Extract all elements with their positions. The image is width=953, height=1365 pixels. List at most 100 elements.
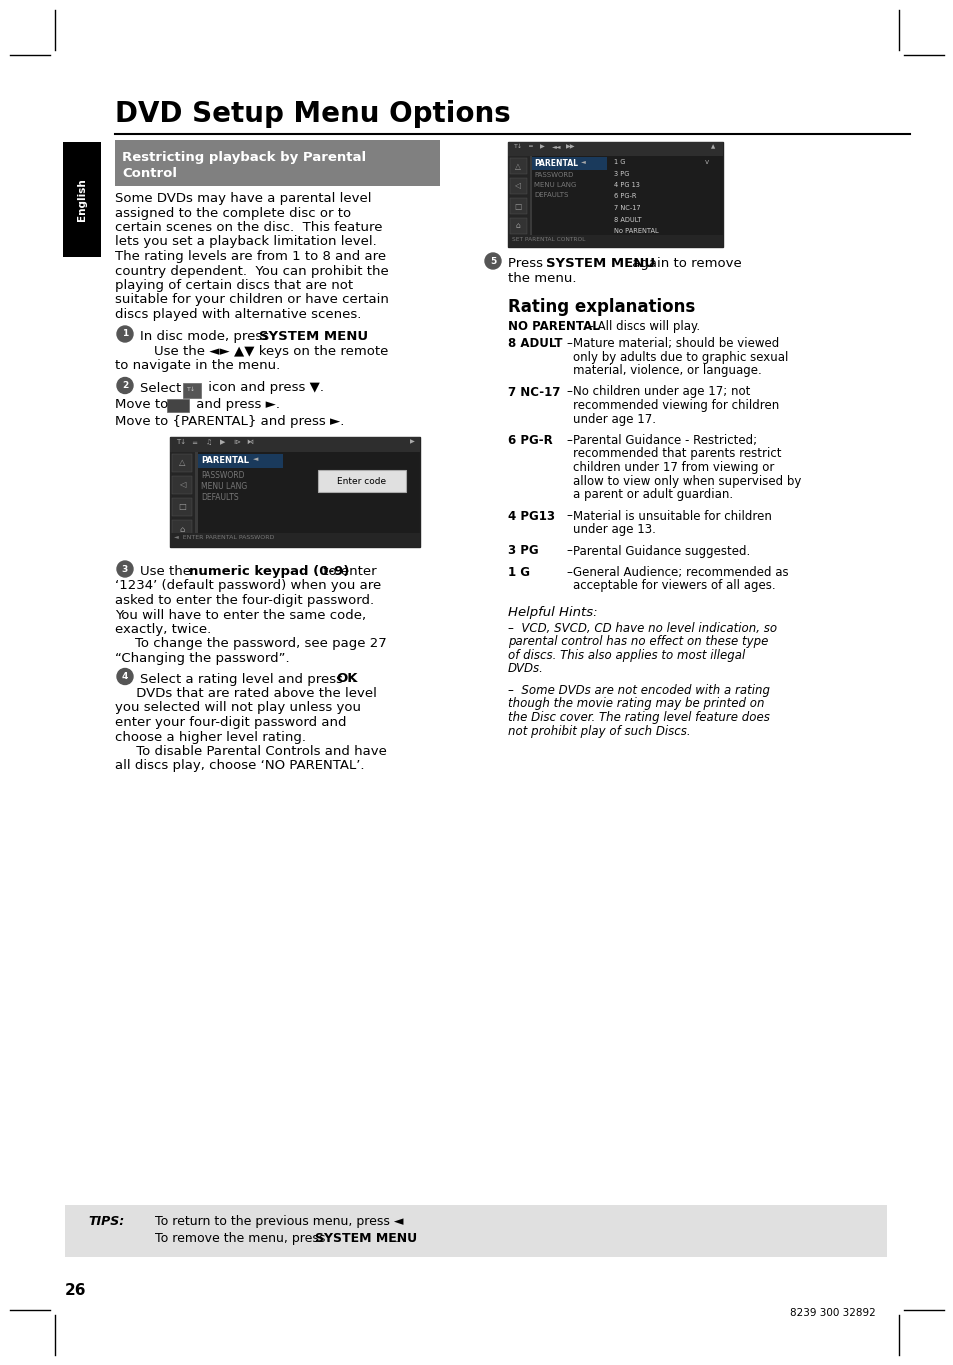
Text: SYSTEM MENU: SYSTEM MENU [545,257,655,270]
Text: Parental Guidance suggested.: Parental Guidance suggested. [573,545,749,557]
Text: DEFAULTS: DEFAULTS [534,192,568,198]
Text: The rating levels are from 1 to 8 and are: The rating levels are from 1 to 8 and ar… [115,250,386,263]
Text: Press: Press [507,257,547,270]
Text: Move to {PARENTAL} and press ►.: Move to {PARENTAL} and press ►. [115,415,344,427]
Text: .: . [395,1233,398,1245]
Text: 3 PG: 3 PG [507,545,538,557]
Text: again to remove: again to remove [627,257,741,270]
Text: No children under age 17; not: No children under age 17; not [573,385,750,399]
Text: To disable Parental Controls and have: To disable Parental Controls and have [115,745,387,758]
Text: certain scenes on the disc.  This feature: certain scenes on the disc. This feature [115,221,382,233]
Text: under age 13.: under age 13. [573,523,655,536]
Text: MENU LANG: MENU LANG [201,482,247,491]
Text: ◁: ◁ [515,182,520,191]
Text: Rating explanations: Rating explanations [507,298,695,317]
Text: to navigate in the menu.: to navigate in the menu. [115,359,280,373]
Bar [170,452,194,547]
Text: lets you set a playback limitation level.: lets you set a playback limitation level… [115,236,376,248]
Text: material, violence, or language.: material, violence, or language. [573,364,760,377]
Text: 1 G: 1 G [614,158,625,165]
Text: allow to view only when supervised by: allow to view only when supervised by [573,475,801,487]
Text: △: △ [515,161,520,171]
Text: a parent or adult guardian.: a parent or adult guardian. [573,489,732,501]
Text: .: . [338,330,343,343]
Text: General Audience; recommended as: General Audience; recommended as [573,566,788,579]
Bar [172,520,192,538]
Bar [65,1205,886,1257]
Text: ♫: ♫ [206,440,212,445]
Text: 8 ADULT: 8 ADULT [614,217,641,222]
Bar [507,156,530,247]
Text: OK: OK [335,673,357,685]
Text: –: – [565,434,571,446]
Text: numeric keypad (0-9): numeric keypad (0-9) [189,565,349,577]
Bar [317,470,406,491]
Text: and press ►.: and press ►. [192,399,280,411]
Text: Restricting playback by Parental: Restricting playback by Parental [122,152,366,164]
Text: 8 ADULT: 8 ADULT [507,337,562,349]
Text: –  Some DVDs are not encoded with a rating: – Some DVDs are not encoded with a ratin… [507,684,769,698]
Text: PARENTAL: PARENTAL [534,158,578,168]
Bar [170,532,419,547]
Text: Mature material; should be viewed: Mature material; should be viewed [573,337,779,349]
Bar [167,399,189,412]
Text: SYSTEM MENU: SYSTEM MENU [314,1233,416,1245]
Text: 1 G: 1 G [507,566,530,579]
Text: not prohibit play of such Discs.: not prohibit play of such Discs. [507,725,690,737]
Bar [172,498,192,516]
Text: In disc mode, press: In disc mode, press [140,330,274,343]
Bar [530,156,532,247]
Circle shape [117,326,132,343]
Text: ◄: ◄ [580,158,585,164]
Text: You will have to enter the same code,: You will have to enter the same code, [115,609,366,621]
Text: –: – [565,545,571,557]
Text: 6 PG-R: 6 PG-R [507,434,552,446]
Text: DVDs that are rated above the level: DVDs that are rated above the level [115,687,376,700]
Circle shape [117,669,132,684]
Text: ▲: ▲ [710,143,715,149]
Text: 26: 26 [65,1283,87,1298]
Text: 6 PG-R: 6 PG-R [614,194,636,199]
Text: the menu.: the menu. [507,272,576,284]
Text: – All discs will play.: – All discs will play. [587,319,700,333]
Text: v: v [704,158,708,165]
Text: parental control has no effect on these type: parental control has no effect on these … [507,636,767,648]
Text: to enter: to enter [318,565,376,577]
Text: –: – [565,509,571,523]
Bar [510,218,526,233]
Text: T↓: T↓ [187,388,196,392]
Bar [507,235,722,247]
Bar [115,141,439,186]
Bar [532,157,606,171]
Text: suitable for your children or have certain: suitable for your children or have certa… [115,293,389,307]
Text: ◄: ◄ [253,456,258,461]
Text: ◄◄: ◄◄ [552,143,561,149]
Text: PASSWORD: PASSWORD [201,471,244,480]
Text: –: – [565,337,571,349]
Text: TIPS:: TIPS: [88,1215,124,1228]
Bar [172,455,192,472]
Text: DVDs.: DVDs. [507,662,543,676]
Text: all discs play, choose ‘NO PARENTAL’.: all discs play, choose ‘NO PARENTAL’. [115,759,364,773]
Text: only by adults due to graphic sexual: only by adults due to graphic sexual [573,351,787,363]
Text: though the movie rating may be printed on: though the movie rating may be printed o… [507,698,763,711]
Text: □: □ [514,202,521,210]
Bar [183,382,201,397]
Text: discs played with alternative scenes.: discs played with alternative scenes. [115,308,361,321]
Text: asked to enter the four-digit password.: asked to enter the four-digit password. [115,594,374,607]
Text: Enter code: Enter code [337,476,386,486]
Bar [170,437,419,547]
Text: the Disc cover. The rating level feature does: the Disc cover. The rating level feature… [507,711,769,723]
Text: ▶: ▶ [220,440,225,445]
Text: 3 PG: 3 PG [614,171,629,176]
Text: DVD Setup Menu Options: DVD Setup Menu Options [115,100,510,128]
Text: 7 NC-17: 7 NC-17 [614,205,640,212]
Text: 2: 2 [122,381,128,390]
Text: recommended that parents restrict: recommended that parents restrict [573,448,781,460]
Text: No PARENTAL: No PARENTAL [614,228,658,233]
Text: Parental Guidance - Restricted;: Parental Guidance - Restricted; [573,434,757,446]
Text: under age 17.: under age 17. [573,412,656,426]
Bar [507,142,722,156]
Text: recommended viewing for children: recommended viewing for children [573,399,779,412]
Bar [198,455,283,468]
